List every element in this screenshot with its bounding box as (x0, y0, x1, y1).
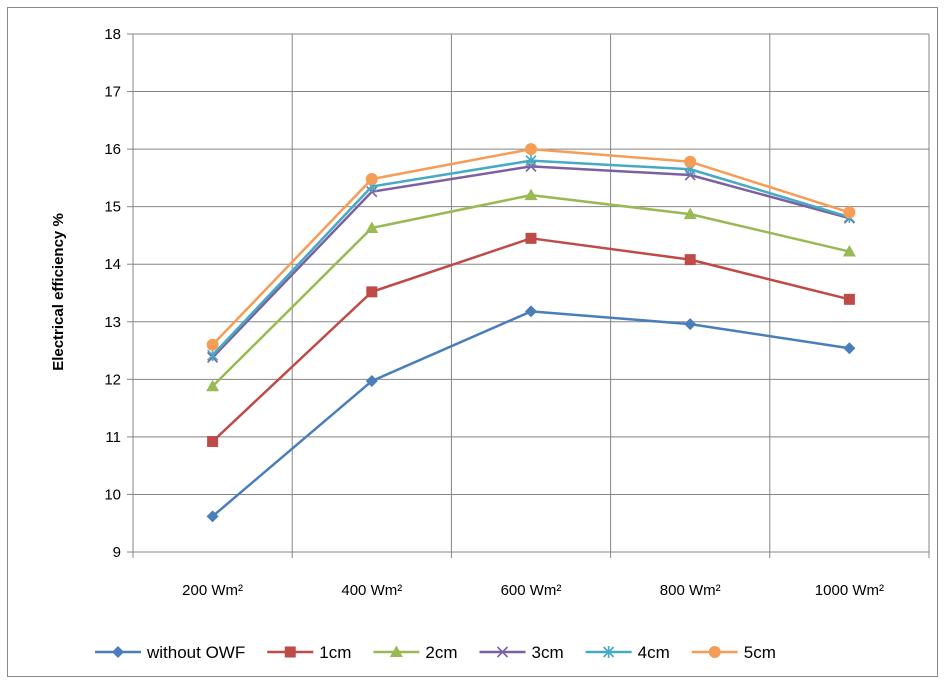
legend-label: 5cm (744, 643, 776, 662)
axis-ticks: 9 10 11 12 13 14 15 16 17 18 200 Wm² 400 Wm² 600 Wm²… (104, 26, 884, 599)
data-point (525, 143, 537, 156)
legend-marker (112, 646, 124, 658)
legend-item: 2cm (373, 643, 458, 662)
legend-label: 3cm (532, 643, 564, 662)
legend-item: 5cm (691, 643, 776, 662)
data-point (525, 232, 537, 244)
y-tick-label: 15 (104, 199, 121, 216)
legend-label: 1cm (319, 643, 351, 662)
legend-marker (708, 646, 721, 658)
x-tick-label: 1000 Wm² (815, 582, 884, 599)
legend: without OWF 1cm 2cm 3cm 4cm 5cm (95, 643, 776, 662)
y-tick-label: 18 (104, 26, 121, 43)
data-point (843, 293, 855, 305)
y-tick-label: 16 (104, 141, 121, 158)
data-point (365, 173, 378, 186)
y-axis-label: Electrical efficiency % (50, 213, 67, 371)
legend-item: 4cm (585, 643, 670, 662)
y-tick-label: 14 (104, 256, 121, 273)
chart-frame (7, 7, 938, 677)
series-without-owf (206, 305, 856, 523)
data-point (843, 206, 856, 219)
y-tick-label: 9 (113, 544, 121, 561)
y-tick-label: 12 (104, 371, 121, 388)
legend-label: without OWF (146, 643, 245, 662)
x-tick-label: 800 Wm² (660, 582, 721, 599)
series-group (206, 143, 856, 523)
data-point (366, 286, 378, 298)
data-point (207, 435, 219, 447)
data-point (684, 155, 697, 168)
series-2cm (206, 188, 856, 392)
data-point (524, 188, 538, 201)
data-point (843, 342, 856, 355)
data-point (206, 379, 220, 392)
legend-marker (389, 645, 403, 657)
legend-label: 2cm (425, 643, 457, 662)
data-point (207, 349, 219, 362)
legend-marker (603, 646, 615, 658)
legend-item: without OWF (95, 643, 245, 662)
data-point (684, 254, 696, 266)
series-line (211, 193, 850, 388)
series-1cm (207, 232, 855, 447)
legend-marker (284, 646, 296, 658)
legend-item: 1cm (267, 643, 351, 662)
series-line (211, 237, 850, 443)
x-tick-label: 600 Wm² (501, 582, 562, 599)
series-line (211, 310, 850, 518)
series-5cm (206, 143, 856, 351)
x-tick-label: 200 Wm² (182, 582, 243, 599)
x-tick-label: 400 Wm² (341, 582, 402, 599)
y-tick-label: 10 (104, 486, 121, 503)
data-point (842, 245, 856, 257)
data-point (683, 207, 697, 220)
series-4cm (207, 154, 855, 362)
data-point (206, 338, 219, 351)
data-point (525, 305, 537, 318)
y-tick-label: 11 (105, 429, 121, 446)
y-tick-label: 17 (104, 84, 121, 101)
data-point (365, 221, 379, 233)
legend-item: 3cm (479, 643, 564, 662)
grid (127, 33, 930, 558)
data-point (525, 154, 537, 167)
legend-marker (496, 646, 509, 658)
data-point (684, 318, 697, 331)
data-point (206, 510, 219, 523)
y-tick-label: 13 (104, 314, 121, 331)
legend-label: 4cm (638, 643, 670, 662)
data-point (365, 375, 378, 388)
